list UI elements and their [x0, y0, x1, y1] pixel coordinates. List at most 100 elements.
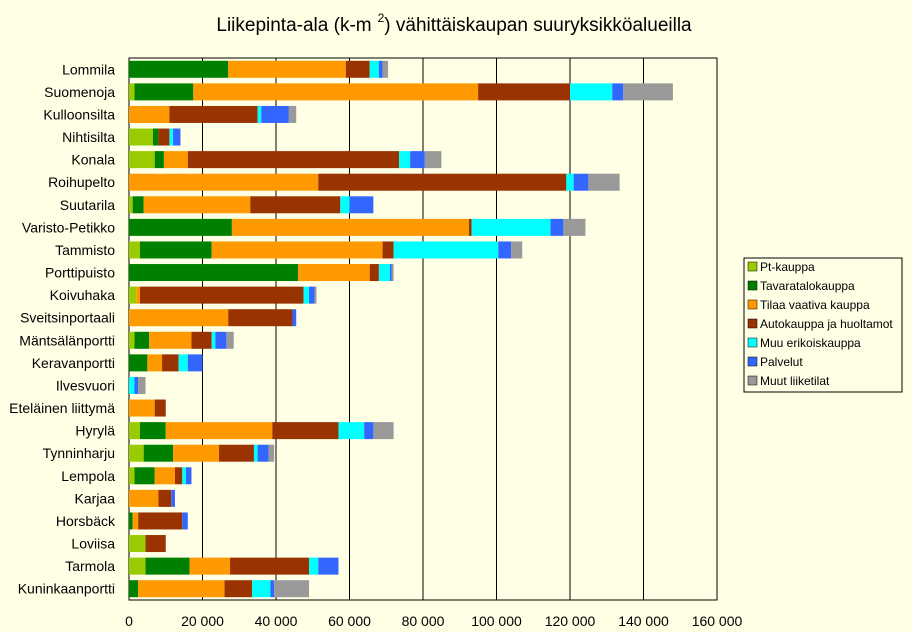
bar-segment	[588, 173, 620, 191]
bar-segment	[171, 489, 175, 507]
bar-segment	[129, 331, 135, 349]
bar-segment	[187, 151, 400, 169]
bar-segment	[382, 60, 389, 78]
bar-segment	[152, 128, 159, 146]
bar-segment	[471, 218, 551, 236]
legend-swatch	[747, 261, 758, 272]
bar-segment	[140, 422, 166, 440]
bar-segment	[288, 105, 297, 123]
bar-segment	[189, 557, 231, 575]
x-tick-label: 120 000	[545, 613, 596, 629]
bar-segment	[134, 83, 194, 101]
bar-segment	[314, 286, 317, 304]
category-label: Konala	[71, 152, 115, 168]
bar-segment	[182, 467, 186, 485]
bar-segment	[154, 467, 175, 485]
bar-segment	[138, 376, 146, 394]
bar-segment	[129, 218, 232, 236]
bar-segment	[136, 286, 141, 304]
category-label: Tammisto	[55, 242, 115, 258]
legend-label: Pt-kauppa	[760, 260, 815, 274]
category-label: Lommila	[62, 61, 115, 77]
bar-segment	[369, 264, 379, 282]
bar-segment	[163, 151, 188, 169]
category-label: Keravanportti	[32, 355, 115, 371]
bar-segment	[391, 264, 394, 282]
legend-label: Muut liiketilat	[760, 374, 830, 388]
bar-segment	[252, 580, 271, 598]
bar-segment	[129, 376, 135, 394]
bar-segment	[498, 241, 512, 259]
bar-segment	[129, 128, 153, 146]
legend-label: Muu erikoiskauppa	[760, 336, 861, 350]
bar-segment	[129, 354, 148, 372]
bar-segment	[129, 105, 170, 123]
bar-segment	[261, 105, 289, 123]
bar-segment	[140, 286, 304, 304]
category-label: Kulloonsilta	[43, 106, 115, 122]
bar-segment	[140, 241, 212, 259]
bar-segment	[145, 535, 166, 553]
chart-title-suffix: ) vähittäiskaupan suuryksikköalueilla	[384, 15, 692, 36]
category-label: Hyrylä	[75, 423, 115, 439]
bar-segment	[393, 241, 499, 259]
bar-segment	[187, 354, 203, 372]
bar-segment	[211, 331, 216, 349]
bar-segment	[298, 264, 370, 282]
bar-segment	[373, 422, 394, 440]
bar-segment	[134, 331, 150, 349]
bar-segment	[129, 173, 319, 191]
bar-segment	[138, 512, 183, 530]
bar-segment	[563, 218, 586, 236]
legend-swatch	[747, 280, 758, 291]
bar-segment	[173, 444, 220, 462]
bar-segment	[364, 422, 374, 440]
bar-segment	[129, 309, 229, 327]
bar-segment	[612, 83, 624, 101]
x-tick-label: 140 000	[618, 613, 669, 629]
bar-segment	[143, 444, 174, 462]
bar-segment	[268, 444, 275, 462]
bar-segment	[378, 264, 390, 282]
bar-segment	[349, 196, 374, 214]
bar-segment	[228, 60, 346, 78]
bar-segment	[178, 354, 188, 372]
bar-segment	[174, 467, 183, 485]
bar-segment	[193, 83, 479, 101]
legend-label: Palvelut	[760, 355, 803, 369]
chart-title-superscript: 2	[378, 11, 385, 25]
bar-segment	[129, 264, 299, 282]
grid-lines	[202, 58, 718, 600]
category-label: Karjaa	[75, 490, 116, 506]
bar-segment	[369, 60, 379, 78]
x-tick-label: 60 000	[328, 613, 371, 629]
bar-segment	[270, 580, 275, 598]
bar-segment	[129, 83, 135, 101]
legend-label: Tavaratalokauppa	[760, 279, 855, 293]
bar-segment	[566, 173, 574, 191]
bar-segment	[173, 128, 181, 146]
legend-swatch	[747, 375, 758, 386]
bar-segment	[129, 580, 139, 598]
legend-label: Autokauppa ja huoltamot	[760, 317, 893, 331]
bar-segment	[511, 241, 523, 259]
category-labels: Lommila Suomenoja Kulloonsilta Nihtisilta Ko…	[9, 61, 116, 596]
bar-segment	[340, 196, 350, 214]
bar-segment	[257, 105, 262, 123]
bar-segment	[158, 489, 172, 507]
bar-segment	[211, 241, 383, 259]
bar-segment	[185, 467, 192, 485]
bar-segment	[410, 151, 425, 169]
bar-segment	[129, 512, 133, 530]
legend-label: Tilaa vaativa kauppa	[760, 298, 870, 312]
bar-segment	[129, 286, 137, 304]
bar-segment	[219, 444, 254, 462]
bar-segment	[191, 331, 212, 349]
category-label: Horsbäck	[56, 513, 116, 529]
bar-segment	[274, 580, 310, 598]
legend-box	[743, 257, 903, 393]
bar-segment	[169, 105, 258, 123]
bar-segment	[309, 557, 319, 575]
bar-segment	[129, 399, 155, 417]
